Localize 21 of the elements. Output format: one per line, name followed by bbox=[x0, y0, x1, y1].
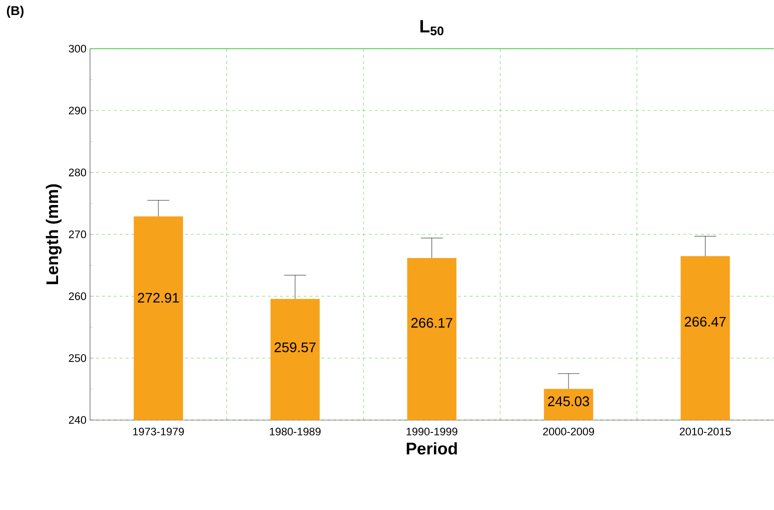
y-tick-label: 250 bbox=[68, 354, 86, 362]
x-tick-label: 2000-2009 bbox=[543, 428, 594, 436]
x-tick-label: 1980-1989 bbox=[270, 428, 321, 436]
x-tick-label: 2010-2015 bbox=[680, 428, 731, 436]
data-label: 245.03 bbox=[548, 396, 590, 406]
y-tick-label: 270 bbox=[68, 230, 86, 238]
y-tick-label: 260 bbox=[68, 292, 86, 300]
text: (B) bbox=[6, 6, 24, 18]
y-tick-label: 280 bbox=[68, 168, 86, 176]
x-tick-label: 1973-1979 bbox=[133, 428, 184, 436]
data-label: 259.57 bbox=[274, 342, 316, 352]
data-label: 266.17 bbox=[411, 318, 452, 328]
y-axis-title: Length (mm) bbox=[46, 184, 62, 284]
data-label: 266.47 bbox=[684, 316, 726, 327]
x-axis-title: Period bbox=[406, 442, 457, 455]
y-tick-label: 240 bbox=[68, 416, 86, 424]
x-tick-label: 1990-1999 bbox=[406, 428, 458, 436]
data-label: 272.91 bbox=[138, 292, 179, 303]
chart-title: L$_{50}$ bbox=[420, 20, 444, 36]
y-tick-label: 300 bbox=[68, 44, 86, 53]
y-tick-label: 290 bbox=[68, 106, 86, 114]
